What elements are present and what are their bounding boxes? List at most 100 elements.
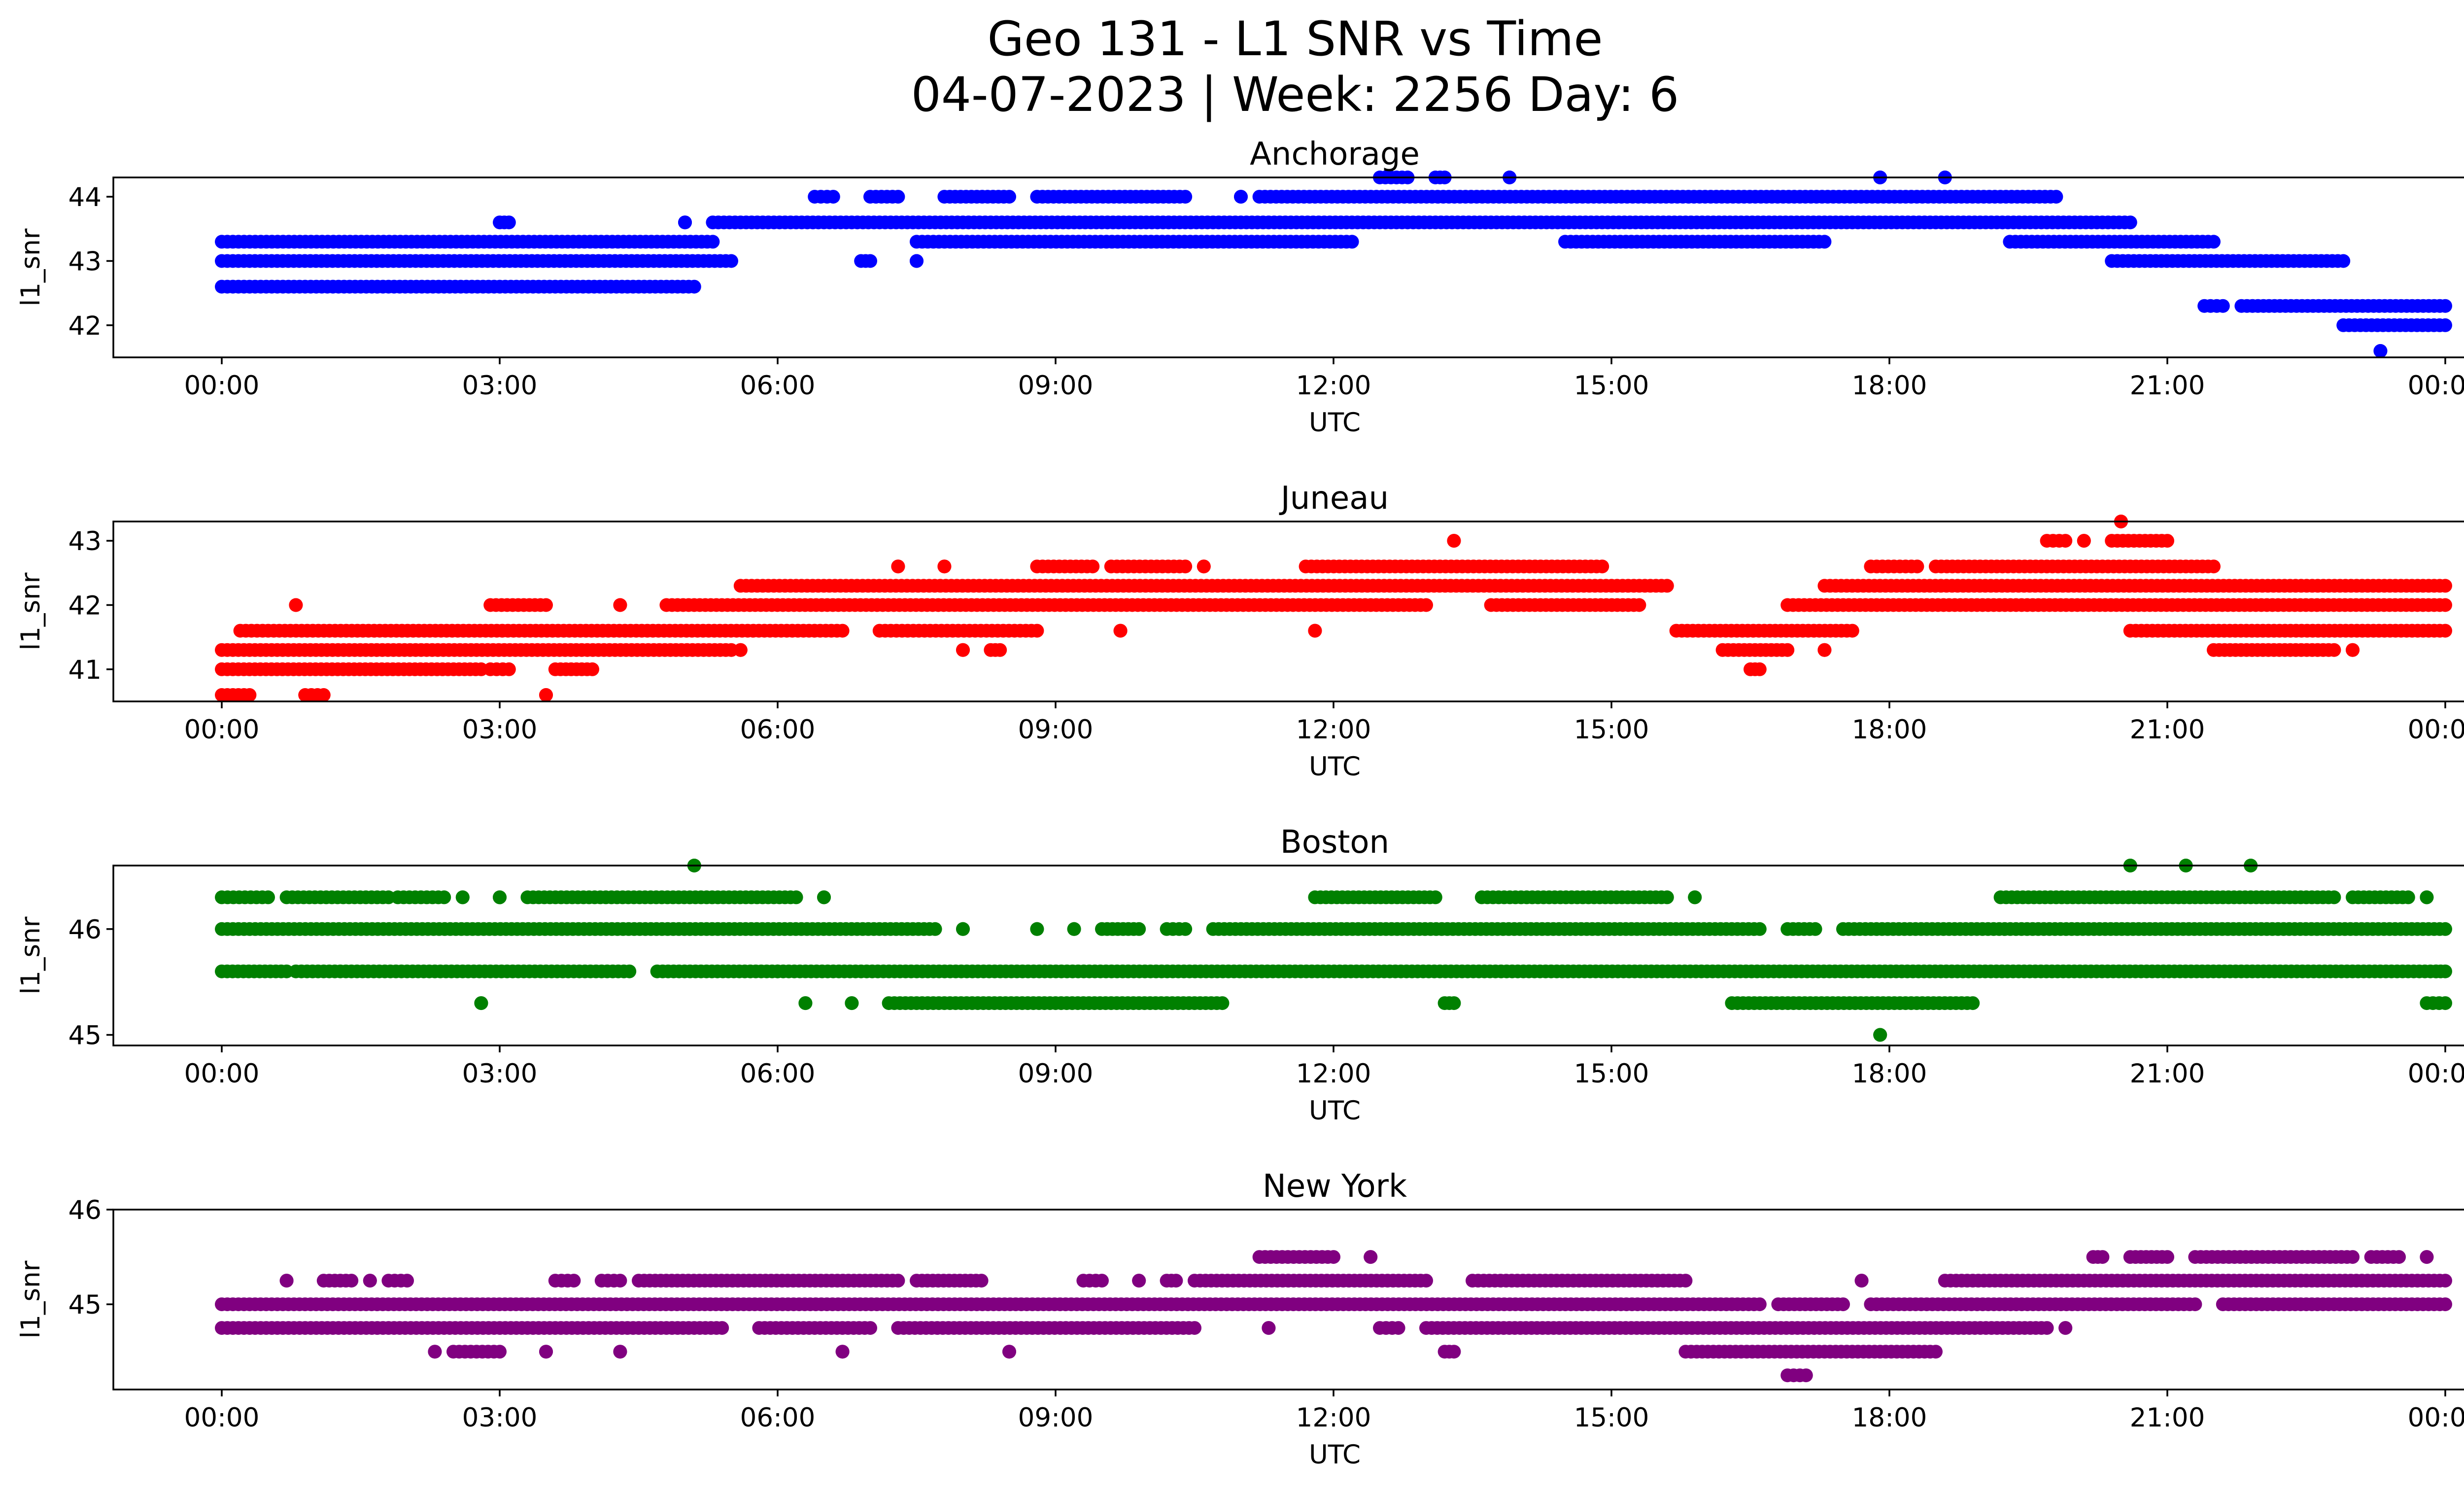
- data-point: [1308, 624, 1322, 638]
- data-point: [539, 598, 553, 612]
- scatter-points: [215, 171, 2452, 358]
- data-point: [1197, 559, 1211, 574]
- data-point: [539, 688, 553, 702]
- axes-frame: [112, 176, 2464, 358]
- data-point: [798, 996, 813, 1010]
- data-point: [2160, 534, 2174, 548]
- data-point: [2327, 890, 2341, 904]
- data-point: [1188, 1321, 1201, 1335]
- x-tick-label: 21:00: [2130, 715, 2205, 745]
- data-point: [1752, 1297, 1767, 1312]
- y-tick-label: 45: [68, 1290, 102, 1320]
- data-point: [1169, 1274, 1183, 1288]
- data-point: [1752, 662, 1767, 676]
- data-point: [2438, 996, 2452, 1010]
- y-tick-label: 45: [68, 1021, 102, 1051]
- data-point: [2207, 559, 2221, 574]
- data-point: [733, 643, 748, 657]
- y-tick-label: 42: [68, 311, 102, 341]
- x-tick-label: 03:00: [462, 715, 538, 745]
- data-point: [835, 1345, 850, 1359]
- x-tick-label: 15:00: [1574, 1403, 1649, 1433]
- axes-frame: [112, 521, 2464, 702]
- data-point: [2336, 254, 2351, 268]
- data-point: [344, 1274, 359, 1288]
- data-point: [2438, 964, 2452, 978]
- x-tick-label: 21:00: [2130, 371, 2205, 401]
- data-point: [1002, 1345, 1016, 1359]
- data-point: [2438, 579, 2452, 593]
- data-point: [1817, 643, 1832, 657]
- data-point: [1215, 996, 1230, 1010]
- data-point: [316, 688, 331, 702]
- x-tick-label: 21:00: [2130, 1059, 2205, 1089]
- data-point: [1234, 190, 1248, 204]
- x-tick-label: 09:00: [1018, 371, 1094, 401]
- panel-anchorage: Anchorage 00:00 03:00 06:00 09:00 12:00 15:00 1…: [16, 136, 2464, 438]
- data-point: [1327, 1250, 1340, 1264]
- data-point: [1030, 922, 1044, 936]
- data-point: [1030, 624, 1044, 638]
- data-point: [2040, 1321, 2054, 1335]
- figure-title-line1: Geo 131 - L1 SNR vs Time: [988, 11, 1603, 67]
- panel-title: Boston: [1280, 824, 1389, 861]
- data-point: [1364, 1250, 1378, 1264]
- data-point: [1002, 190, 1016, 204]
- x-tick-label: 00:00: [2408, 715, 2464, 745]
- x-tick-label: 18:00: [1852, 715, 1927, 745]
- data-point: [2327, 643, 2341, 657]
- x-tick-label: 18:00: [1852, 1403, 1927, 1433]
- data-point: [1910, 559, 1924, 574]
- data-point: [1067, 922, 1081, 936]
- data-point: [613, 1274, 627, 1288]
- data-point: [613, 598, 627, 612]
- x-tick-label: 12:00: [1296, 1059, 1371, 1089]
- data-point: [1132, 922, 1146, 936]
- panel-title: Juneau: [1279, 480, 1389, 517]
- data-point: [910, 254, 924, 268]
- data-point: [474, 996, 488, 1010]
- x-tick-label: 06:00: [740, 371, 816, 401]
- data-point: [863, 254, 877, 268]
- x-tick-label: 00:00: [2408, 1059, 2464, 1089]
- data-point: [2392, 1250, 2406, 1264]
- data-point: [1929, 1345, 1943, 1359]
- panel-juneau: Juneau 00:00 03:00 06:00 09:00 12:00 15:00 18:0…: [16, 480, 2464, 782]
- data-point: [1873, 1028, 1887, 1042]
- data-point: [437, 890, 451, 904]
- data-point: [242, 688, 257, 702]
- data-point: [585, 662, 599, 676]
- data-point: [493, 890, 507, 904]
- x-tick-label: 15:00: [1574, 371, 1649, 401]
- data-point: [2207, 235, 2221, 249]
- data-point: [891, 559, 905, 574]
- data-point: [1178, 190, 1193, 204]
- data-point: [1095, 1274, 1109, 1288]
- data-point: [845, 996, 859, 1010]
- data-point: [1817, 235, 1832, 249]
- x-tick-label: 21:00: [2130, 1403, 2205, 1433]
- x-tick-label: 12:00: [1296, 715, 1371, 745]
- data-point: [400, 1274, 414, 1288]
- data-point: [539, 1345, 553, 1359]
- data-point: [493, 1345, 507, 1359]
- data-point: [2373, 344, 2388, 358]
- x-tick-label: 15:00: [1574, 1059, 1649, 1089]
- x-axis-label: UTC: [1309, 752, 1361, 782]
- data-point: [789, 890, 803, 904]
- x-tick-label: 09:00: [1018, 715, 1094, 745]
- data-point: [1752, 922, 1767, 936]
- data-point: [687, 279, 701, 294]
- data-point: [613, 1345, 627, 1359]
- x-tick-label: 12:00: [1296, 1403, 1371, 1433]
- data-point: [2095, 1250, 2110, 1264]
- data-point: [1419, 598, 1433, 612]
- data-point: [835, 624, 850, 638]
- x-axis-label: UTC: [1309, 1440, 1361, 1470]
- data-point: [1113, 624, 1128, 638]
- y-axis-label: l1_snr: [16, 1260, 46, 1338]
- data-point: [2058, 534, 2073, 548]
- scatter-points: [215, 859, 2452, 1042]
- data-point: [2438, 1274, 2452, 1288]
